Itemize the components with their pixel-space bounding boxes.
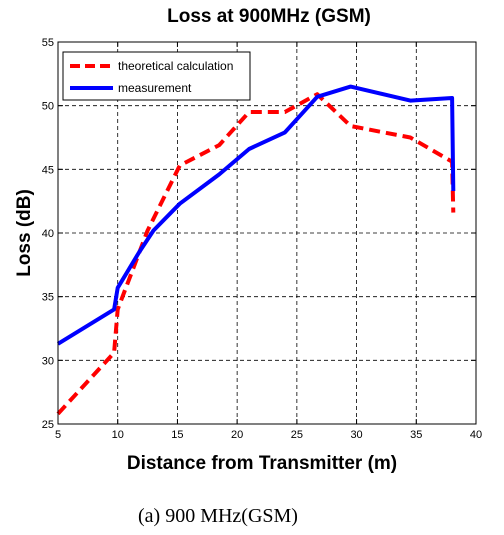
figure-caption: (a) 900 MHz(GSM) [138,505,298,527]
x-tick-label: 40 [470,429,482,441]
x-tick-label: 10 [112,429,124,441]
loss-chart: Loss at 900MHz (GSM) 5 10 15 20 25 30 35 40 25 30… [14,6,482,474]
x-tick-label: 25 [291,429,303,441]
y-tick-label: 35 [42,292,54,304]
series-line-measurement [56,84,456,346]
chart-title: Loss at 900MHz (GSM) [167,6,371,27]
x-tick-label: 15 [171,429,183,441]
legend-label: measurement [118,81,192,95]
legend-box [62,51,251,101]
axis-ticks: 5 10 15 20 25 30 35 40 25 30 35 40 45 50 55 [42,37,482,441]
series-line-theoretical-calculation [56,92,456,416]
y-tick-label: 30 [42,355,54,367]
x-tick-label: 35 [410,429,422,441]
y-axis-label: Loss (dB) [14,189,35,277]
x-tick-label: 30 [350,429,362,441]
x-axis-label: Distance from Transmitter (m) [127,453,397,474]
y-tick-label: 25 [42,419,54,431]
legend: theoretical calculation measurement [62,51,251,101]
y-tick-label: 55 [42,37,54,49]
y-tick-label: 45 [42,164,54,176]
y-tick-label: 40 [42,228,54,240]
y-tick-label: 50 [42,101,54,113]
plot-area [58,42,476,424]
legend-label: theoretical calculation [118,59,233,73]
series-layer [56,84,456,416]
grid [58,42,476,424]
x-tick-label: 5 [55,429,61,441]
x-tick-label: 20 [231,429,243,441]
